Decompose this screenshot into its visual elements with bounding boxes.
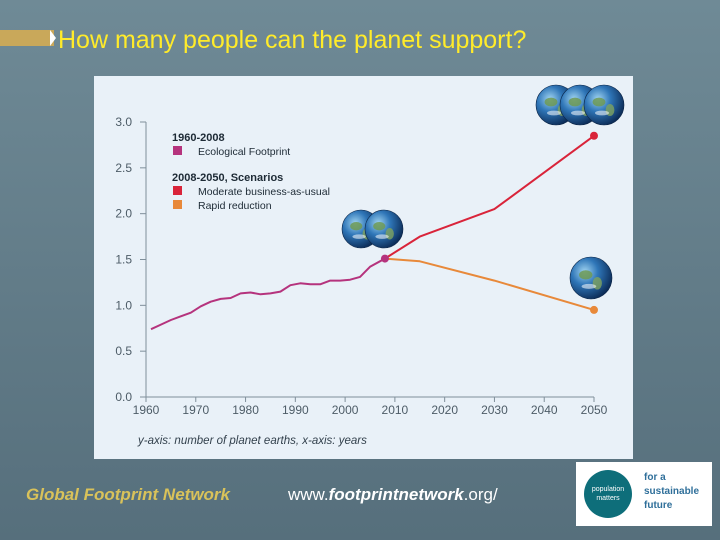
marker-moderate-2050 [590, 131, 598, 140]
logo-tagline-line-3: future [644, 500, 673, 511]
footer-url[interactable]: www.footprintnetwork.org/ [288, 485, 498, 505]
legend-swatch-footprint [173, 146, 182, 155]
x-tick-label: 2040 [531, 403, 558, 417]
series-rapid-reduction [384, 257, 595, 311]
legend-group1-title: 1960-2008 [172, 132, 225, 144]
legend-item-rapid: Rapid reduction [198, 200, 272, 212]
y-tick-label: 1.0 [115, 298, 132, 312]
url-suffix: .org/ [463, 485, 498, 504]
logo-tagline-line-1: for a [644, 472, 666, 483]
y-tick-label: 2.5 [115, 161, 132, 175]
population-matters-logo: population matters for a sustainable fut… [576, 462, 712, 526]
series-moderate-business-as-usual [384, 134, 595, 260]
y-tick-label: 0.0 [115, 390, 132, 404]
logo-circle: population matters [584, 470, 632, 518]
marker-2008 [380, 254, 389, 263]
x-tick-label: 2030 [481, 403, 508, 417]
logo-tagline: for a sustainable future [644, 471, 708, 513]
legend-item-footprint: Ecological Footprint [198, 146, 290, 158]
legend-swatch-rapid [173, 200, 182, 209]
chart-panel: 0.0 0.5 1.0 1.5 2.0 2.5 3.0 1960 1970 1980 1990 200… [94, 76, 633, 459]
url-prefix: www. [288, 485, 329, 504]
x-tick-label: 2010 [382, 403, 409, 417]
footprint-chart: 0.0 0.5 1.0 1.5 2.0 2.5 3.0 1960 1970 1980 1990 200… [115, 84, 625, 447]
y-tick-label: 0.5 [115, 344, 132, 358]
x-tick-label: 2000 [332, 403, 359, 417]
x-tick-label: 2050 [581, 403, 608, 417]
y-tick-label: 1.5 [115, 253, 132, 267]
marker-rapid-2050 [590, 305, 598, 314]
footer-organization: Global Footprint Network [26, 485, 230, 504]
y-tick-label: 3.0 [115, 115, 132, 129]
url-bold: footprintnetwork [328, 485, 464, 504]
x-tick-label: 2020 [431, 403, 458, 417]
earth-globe-icon [364, 209, 404, 249]
series-ecological-footprint [150, 257, 386, 331]
earth-globe-icon [569, 256, 613, 300]
x-tick-label: 1990 [282, 403, 309, 417]
x-axis-caption: y-axis: number of planet earths, x-axis:… [137, 435, 367, 447]
logo-tagline-line-2: sustainable [644, 486, 700, 497]
x-tick-label: 1960 [133, 403, 160, 417]
y-tick-label: 2.0 [115, 207, 132, 221]
x-tick-label: 1970 [182, 403, 209, 417]
slide-title: How many people can the planet support? [58, 26, 527, 54]
earth-globe-icon [583, 84, 625, 126]
title-accent-bar [0, 30, 56, 46]
x-tick-label: 1980 [232, 403, 259, 417]
legend-swatch-moderate [173, 186, 182, 195]
legend-group2-title: 2008-2050, Scenarios [172, 172, 283, 184]
legend-item-moderate: Moderate business-as-usual [198, 186, 330, 198]
